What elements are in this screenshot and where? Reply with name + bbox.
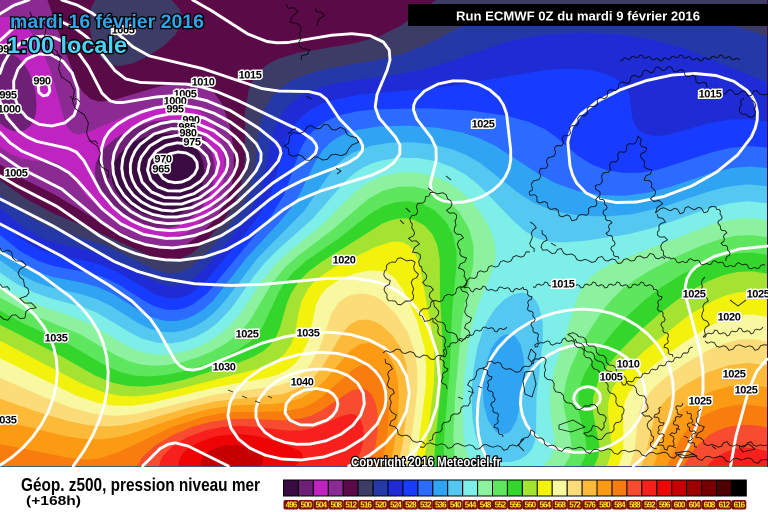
svg-text:1035: 1035 [45,333,68,345]
svg-text:Géop. z500, pression niveau me: Géop. z500, pression niveau mer [21,475,260,495]
svg-text:524: 524 [390,501,402,510]
svg-text:596: 596 [659,501,671,510]
svg-text:990: 990 [33,76,50,88]
svg-text:mardi 16 février 2016: mardi 16 février 2016 [10,12,204,33]
svg-text:1010: 1010 [192,77,215,89]
svg-text:508: 508 [330,501,342,510]
svg-text:1005: 1005 [174,89,197,101]
svg-text:548: 548 [480,501,492,510]
svg-text:568: 568 [554,501,566,510]
svg-text:520: 520 [375,501,387,510]
svg-text:552: 552 [495,501,507,510]
svg-text:496: 496 [286,501,298,510]
svg-text:536: 536 [435,501,447,510]
svg-text:1015: 1015 [699,89,722,101]
svg-text:1005: 1005 [600,372,623,384]
svg-text:588: 588 [629,501,641,510]
svg-text:1025: 1025 [723,369,746,381]
svg-text:990: 990 [0,44,15,56]
svg-text:584: 584 [614,501,626,510]
svg-text:504: 504 [315,501,327,510]
svg-text:576: 576 [584,501,596,510]
svg-text:572: 572 [569,501,581,510]
svg-text:604: 604 [689,501,701,510]
svg-text:1025: 1025 [683,289,706,301]
svg-text:(+168h): (+168h) [26,493,81,508]
svg-text:600: 600 [674,501,686,510]
svg-text:516: 516 [360,501,372,510]
svg-text:564: 564 [539,501,551,510]
svg-text:528: 528 [405,501,417,510]
svg-text:500: 500 [301,501,313,510]
svg-text:1025: 1025 [747,289,768,301]
svg-text:975: 975 [183,137,200,149]
svg-text:616: 616 [734,501,746,510]
svg-text:1020: 1020 [333,255,356,267]
svg-text:970: 970 [154,154,171,166]
svg-text:1005: 1005 [112,25,135,37]
svg-text:1025: 1025 [689,396,712,408]
svg-text:1010: 1010 [617,359,640,371]
svg-text:1005: 1005 [5,168,28,180]
svg-text:980: 980 [179,128,196,140]
svg-text:1030: 1030 [213,362,236,374]
svg-text:Run ECMWF 0Z du mardi 9 févrie: Run ECMWF 0Z du mardi 9 février 2016 [456,9,700,24]
svg-text:544: 544 [465,501,477,510]
svg-text:1015: 1015 [239,70,262,82]
svg-text:1:00 locale: 1:00 locale [7,32,127,58]
svg-text:540: 540 [450,501,462,510]
svg-text:512: 512 [345,501,357,510]
svg-text:532: 532 [420,501,432,510]
svg-text:995: 995 [166,104,183,116]
svg-text:608: 608 [704,501,716,510]
svg-text:1025: 1025 [472,119,495,131]
svg-text:1035: 1035 [297,328,320,340]
svg-text:985: 985 [178,122,195,134]
svg-text:612: 612 [719,501,731,510]
svg-text:1025: 1025 [735,385,758,397]
svg-text:1040: 1040 [291,377,314,389]
svg-text:1000: 1000 [164,96,187,108]
svg-text:560: 560 [524,501,536,510]
svg-text:1025: 1025 [236,329,259,341]
svg-text:1015: 1015 [552,279,575,291]
svg-text:995: 995 [0,90,17,102]
svg-text:1035: 1035 [0,415,17,427]
svg-text:965: 965 [152,164,169,176]
svg-text:1000: 1000 [0,104,21,116]
svg-text:580: 580 [599,501,611,510]
svg-text:990: 990 [182,115,199,127]
svg-text:Copyright 2016 Meteociel.fr: Copyright 2016 Meteociel.fr [351,455,502,470]
svg-text:592: 592 [644,501,656,510]
svg-text:1020: 1020 [718,312,741,324]
svg-text:556: 556 [510,501,522,510]
